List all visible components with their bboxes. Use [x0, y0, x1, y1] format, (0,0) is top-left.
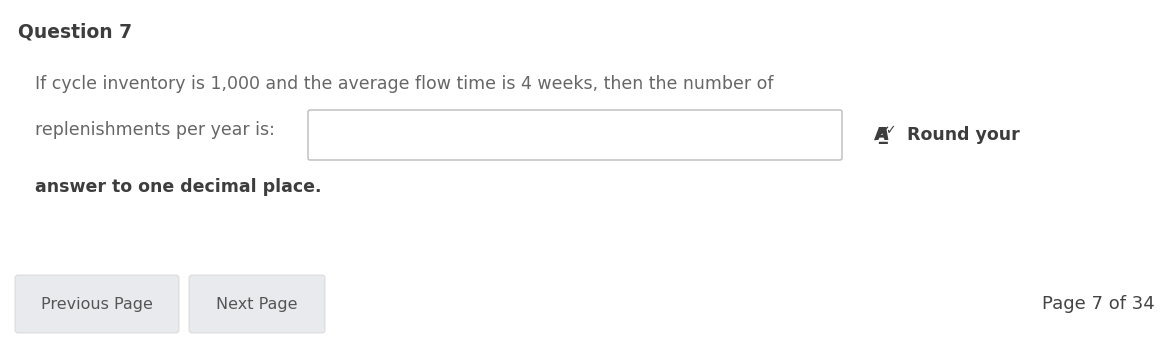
Text: Previous Page: Previous Page [41, 296, 152, 312]
Text: If cycle inventory is 1,000 and the average flow time is 4 weeks, then the numbe: If cycle inventory is 1,000 and the aver… [35, 75, 773, 93]
Text: replenishments per year is:: replenishments per year is: [35, 121, 274, 139]
Text: A: A [875, 126, 889, 144]
Text: A̸̲: A̸̲ [875, 126, 889, 144]
Text: Round your: Round your [907, 126, 1019, 144]
Text: Page 7 of 34: Page 7 of 34 [1043, 295, 1155, 313]
FancyBboxPatch shape [189, 275, 325, 333]
Text: Question 7: Question 7 [18, 22, 133, 41]
Text: ✓: ✓ [884, 125, 895, 138]
Text: Next Page: Next Page [216, 296, 298, 312]
FancyBboxPatch shape [308, 110, 842, 160]
FancyBboxPatch shape [15, 275, 179, 333]
Text: answer to one decimal place.: answer to one decimal place. [35, 178, 321, 196]
